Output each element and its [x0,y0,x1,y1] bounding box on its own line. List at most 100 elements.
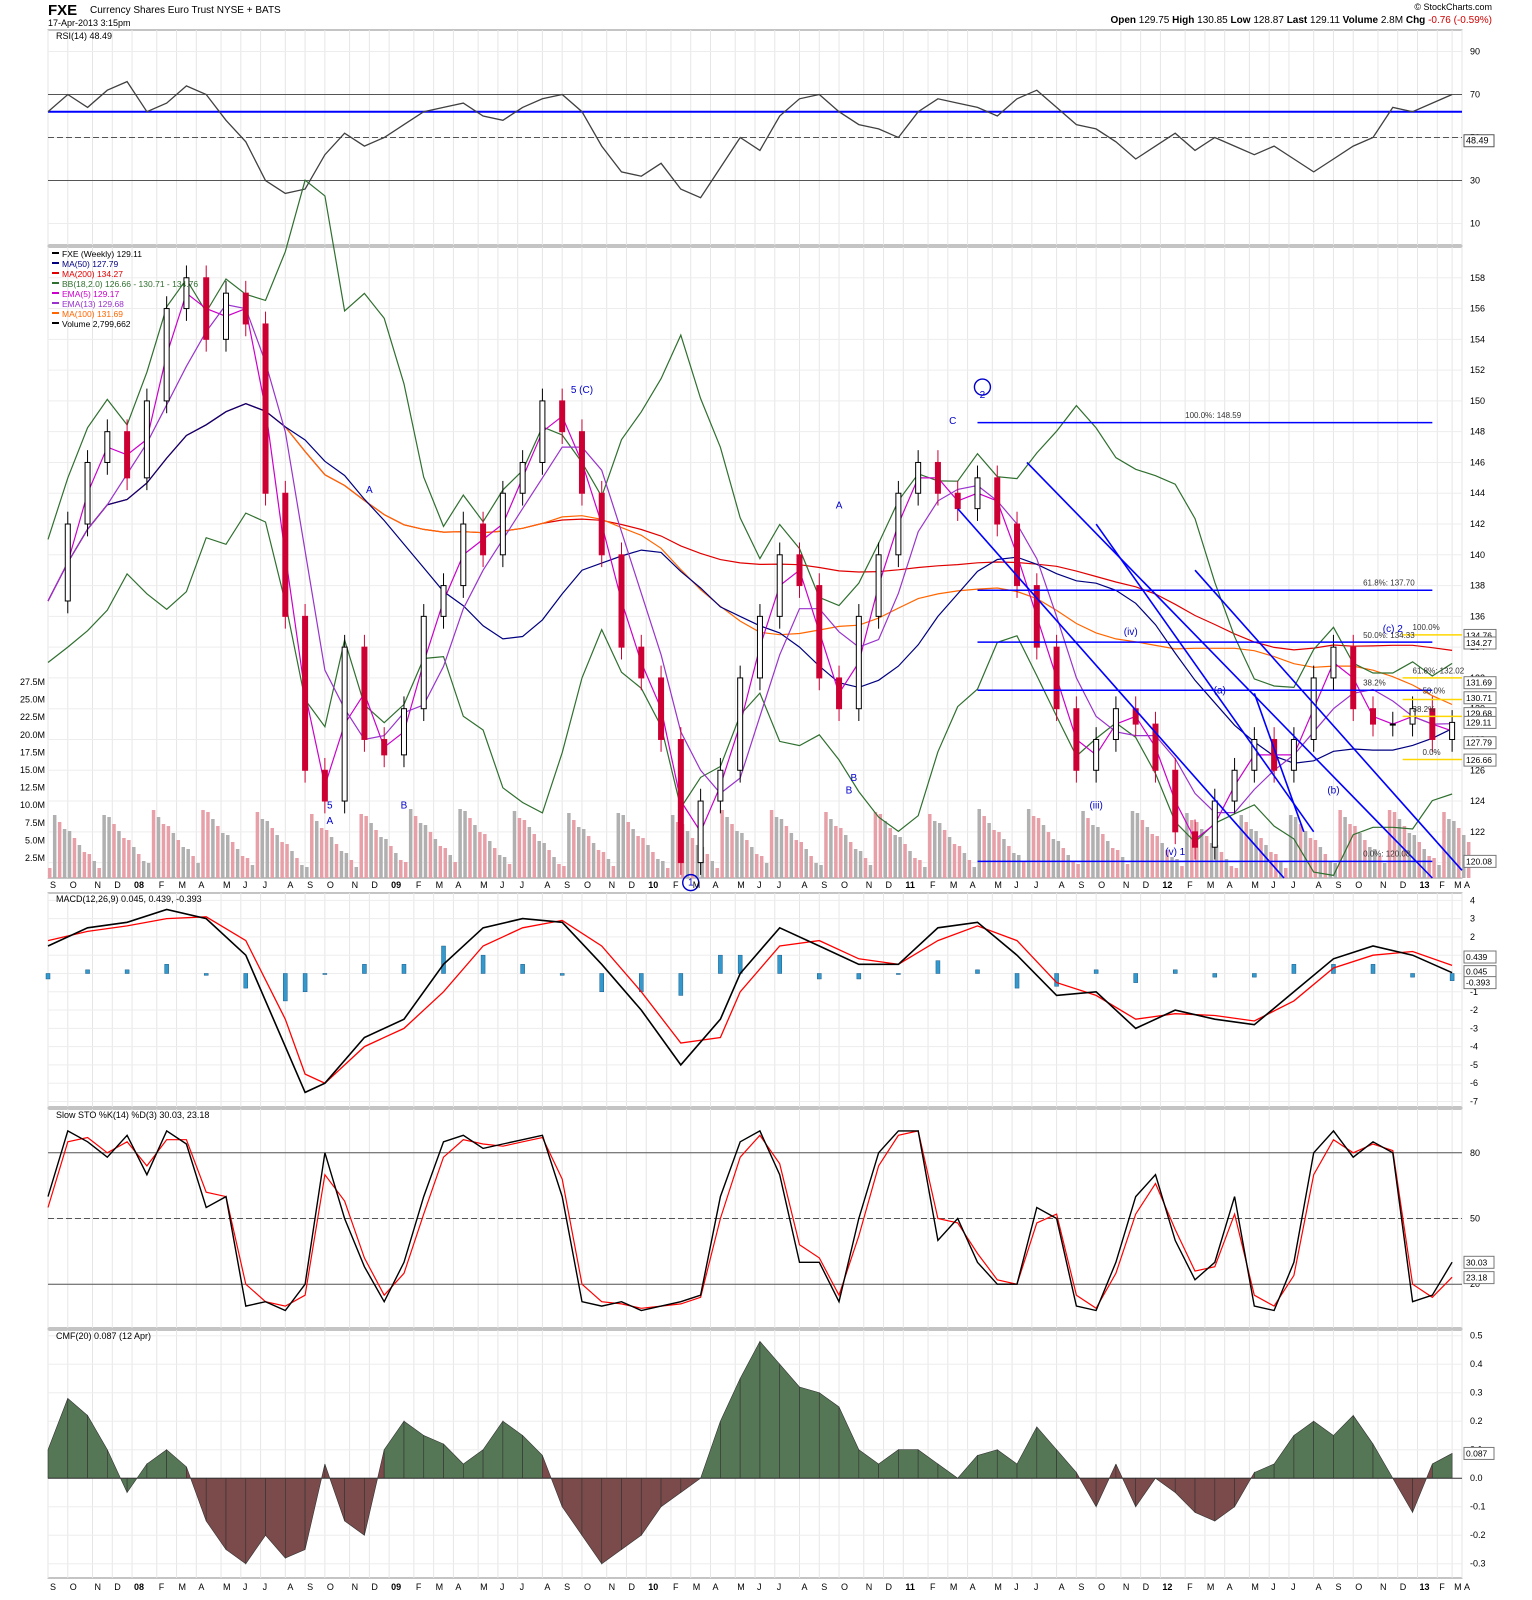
candle-body [1449,721,1456,740]
time-axis-label: A [1316,880,1322,890]
macd-tick-label: 4 [1470,895,1475,905]
macd-tick-label: 3 [1470,914,1475,924]
bollinger-upper [47,179,1453,689]
price-tick-label: 158 [1470,273,1485,283]
volume-bar [433,839,438,878]
volume-bar [799,842,803,878]
chg-value: -0.76 (-0.59%) [1428,15,1492,26]
volume-bar [255,812,260,878]
volume-bar [1165,850,1169,878]
volume-bar [468,818,472,878]
price-tick-label: 138 [1470,581,1485,591]
volume-bar [586,836,591,878]
elliott-wave-label: (b) [1327,785,1339,796]
volume-bar [399,860,403,878]
volume-bar [868,865,873,878]
volume-bar [1373,849,1377,878]
volume-bar [1160,843,1164,878]
volume-bar [750,847,754,878]
candle-body [934,461,941,494]
fib-label: 38.2% [1363,679,1386,688]
candle-body [163,308,170,402]
macd-histogram-bar [856,973,862,980]
time-axis-label: F [1439,1582,1445,1592]
time-axis-label: J [500,880,505,890]
volume-bar [537,841,541,878]
volume-bar [413,816,418,878]
candle-body [1053,646,1060,710]
candle-body [321,769,328,802]
time-axis-label: A [713,1582,719,1592]
volume-bar [1170,857,1174,878]
volume-bar [463,811,467,878]
volume-bar [87,854,92,878]
volume-bar [789,833,794,878]
legend-swatch [52,272,59,274]
time-axis-label: D [886,1582,893,1592]
time-axis-label: A [544,1582,550,1592]
volume-bar [1120,857,1125,878]
time-axis-label: O [327,880,334,890]
macd-value-label: 0.439 [1466,952,1488,962]
volume-bar [1452,821,1456,878]
price-tick-label: 146 [1470,457,1485,467]
time-axis-label: J [1034,1582,1039,1592]
volume-bar [804,849,808,878]
fib-label: 100.0%: 148.59 [1185,411,1242,420]
volume-bar [967,860,972,878]
macd-histogram-bar [243,973,249,989]
legend-entry: MA(50) 127.79 [62,259,118,269]
volume-label: Volume [1342,15,1379,26]
time-axis-label: A [970,880,976,890]
volume-bar [230,842,235,878]
elliott-wave-label: B [401,801,408,812]
candle-body [1290,738,1297,771]
rsi-tick-label: 10 [1470,219,1480,229]
volume-bar [532,834,537,878]
price-tick-label: 148 [1470,427,1485,437]
time-axis-label: N [1123,1582,1130,1592]
candle-body [124,431,131,479]
volume-bar [858,851,863,878]
macd-histogram-bar [164,964,169,974]
macd-histogram-bar [1093,969,1099,974]
time-axis-label: 12 [1162,880,1172,890]
time-axis-label: N [94,1582,101,1592]
legend-entry: MA(200) 134.27 [62,269,123,279]
time-axis-label: M [1454,1582,1462,1592]
last-value: 129.11 [1310,15,1340,26]
volume-bar [1293,817,1298,878]
volume-bar [1066,855,1070,878]
candle-body [717,769,724,802]
volume-bar [1175,859,1179,878]
volume-bar [903,844,907,878]
time-axis-label: A [287,1582,293,1592]
volume-bar [1318,847,1323,878]
macd-tick-label: -3 [1470,1023,1478,1033]
volume-bar [1204,836,1209,878]
time-axis-label: A [455,880,461,890]
volume-bar [72,838,77,878]
volume-bar [354,867,359,878]
candle-body [1211,800,1218,848]
volume-bar [1135,813,1140,878]
exchange: NYSE + BATS [216,5,281,16]
price-value-box [1463,636,1497,650]
volume-bar [552,857,556,878]
low-value: 128.87 [1253,15,1284,26]
volume-bar [1412,835,1417,878]
volume-bar [300,865,304,878]
volume-bar [873,812,878,878]
elliott-wave-label: A [836,501,843,512]
legend-swatch [52,262,59,264]
cmf-tick-label: 0.0 [1470,1473,1483,1483]
legend-swatch [52,322,59,324]
volume-tick-label: 20.0M [20,730,45,740]
time-axis-label: M [1207,1582,1215,1592]
price-tick-label: 140 [1470,550,1485,560]
volume-bar [784,826,789,878]
volume-bar [1145,827,1150,878]
volume-bar [285,844,289,878]
candle-body [658,677,665,740]
volume-bar [265,821,270,878]
